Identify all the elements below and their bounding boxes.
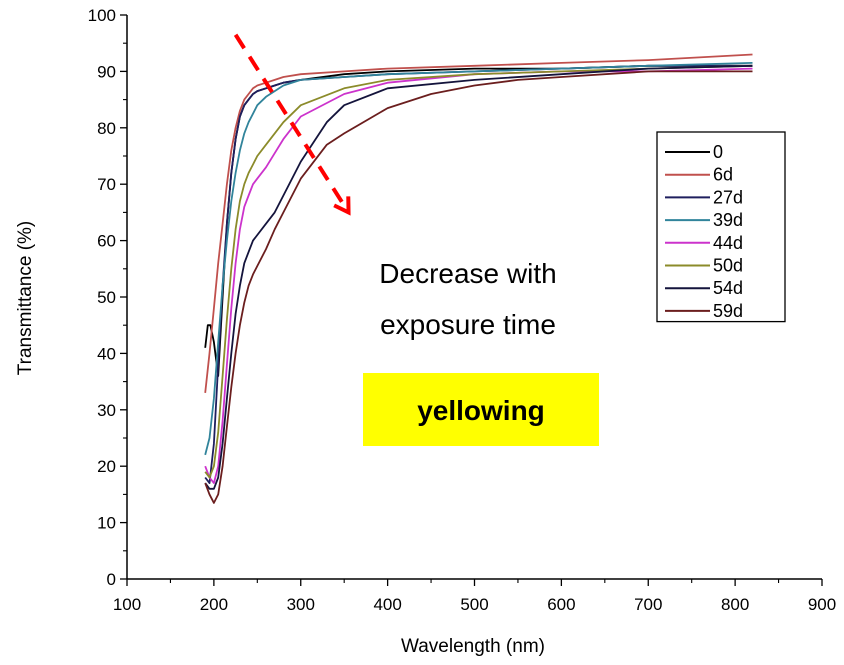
arrow-head bbox=[333, 196, 351, 216]
series-lines bbox=[204, 53, 753, 504]
y-tick-label: 100 bbox=[88, 6, 116, 25]
series-line-44d bbox=[204, 67, 753, 484]
x-tick-label: 700 bbox=[634, 595, 662, 614]
arrow-shaft bbox=[233, 33, 351, 214]
y-tick-label: 20 bbox=[97, 457, 116, 476]
series-line-54d bbox=[204, 64, 753, 490]
y-tick-label: 60 bbox=[97, 232, 116, 251]
y-axis-label: Transmittance (%) bbox=[15, 221, 36, 376]
x-tick-label: 500 bbox=[460, 595, 488, 614]
y-tick-label: 40 bbox=[97, 344, 116, 363]
legend-box bbox=[656, 131, 786, 323]
y-tick-label: 70 bbox=[97, 175, 116, 194]
x-axis-label: Wavelength (nm) bbox=[401, 636, 545, 657]
x-tick-label: 400 bbox=[373, 595, 401, 614]
x-tick-label: 800 bbox=[721, 595, 749, 614]
trend-arrow bbox=[233, 33, 351, 216]
legend-label-6d: 6d bbox=[713, 165, 733, 185]
series-line-6d bbox=[204, 53, 753, 393]
annotation-decrease-line1: Decrease with bbox=[379, 258, 556, 289]
legend-label-27d: 27d bbox=[713, 187, 743, 207]
x-tick-label: 200 bbox=[200, 595, 228, 614]
yellowing-highlight bbox=[363, 373, 599, 446]
y-tick-label: 90 bbox=[97, 62, 116, 81]
y-tick-label: 30 bbox=[97, 401, 116, 420]
yellowing-label: yellowing bbox=[417, 395, 545, 426]
y-tick-label: 0 bbox=[107, 570, 116, 589]
tick-marks bbox=[120, 14, 823, 586]
legend-label-0: 0 bbox=[713, 142, 723, 162]
x-tick-labels: 100 200 300 400 500 600 700 800 900 bbox=[113, 595, 836, 614]
legend-label-59d: 59d bbox=[713, 301, 743, 321]
x-tick-label: 100 bbox=[113, 595, 141, 614]
series-line-50d bbox=[204, 64, 753, 479]
legend-label-44d: 44d bbox=[713, 233, 743, 253]
series-line-59d bbox=[204, 70, 753, 504]
x-tick-label: 300 bbox=[287, 595, 315, 614]
x-tick-label: 600 bbox=[547, 595, 575, 614]
y-tick-labels: 0 10 20 30 40 50 60 70 80 90 100 bbox=[88, 6, 116, 589]
x-tick-label: 900 bbox=[808, 595, 836, 614]
legend-label-39d: 39d bbox=[713, 210, 743, 230]
series-line-39d bbox=[204, 62, 753, 456]
y-tick-label: 10 bbox=[97, 514, 116, 533]
annotation-decrease-line2: exposure time bbox=[380, 309, 556, 340]
y-tick-label: 80 bbox=[97, 119, 116, 138]
y-tick-label: 50 bbox=[97, 288, 116, 307]
legend-label-50d: 50d bbox=[713, 256, 743, 276]
legend-label-54d: 54d bbox=[713, 278, 743, 298]
